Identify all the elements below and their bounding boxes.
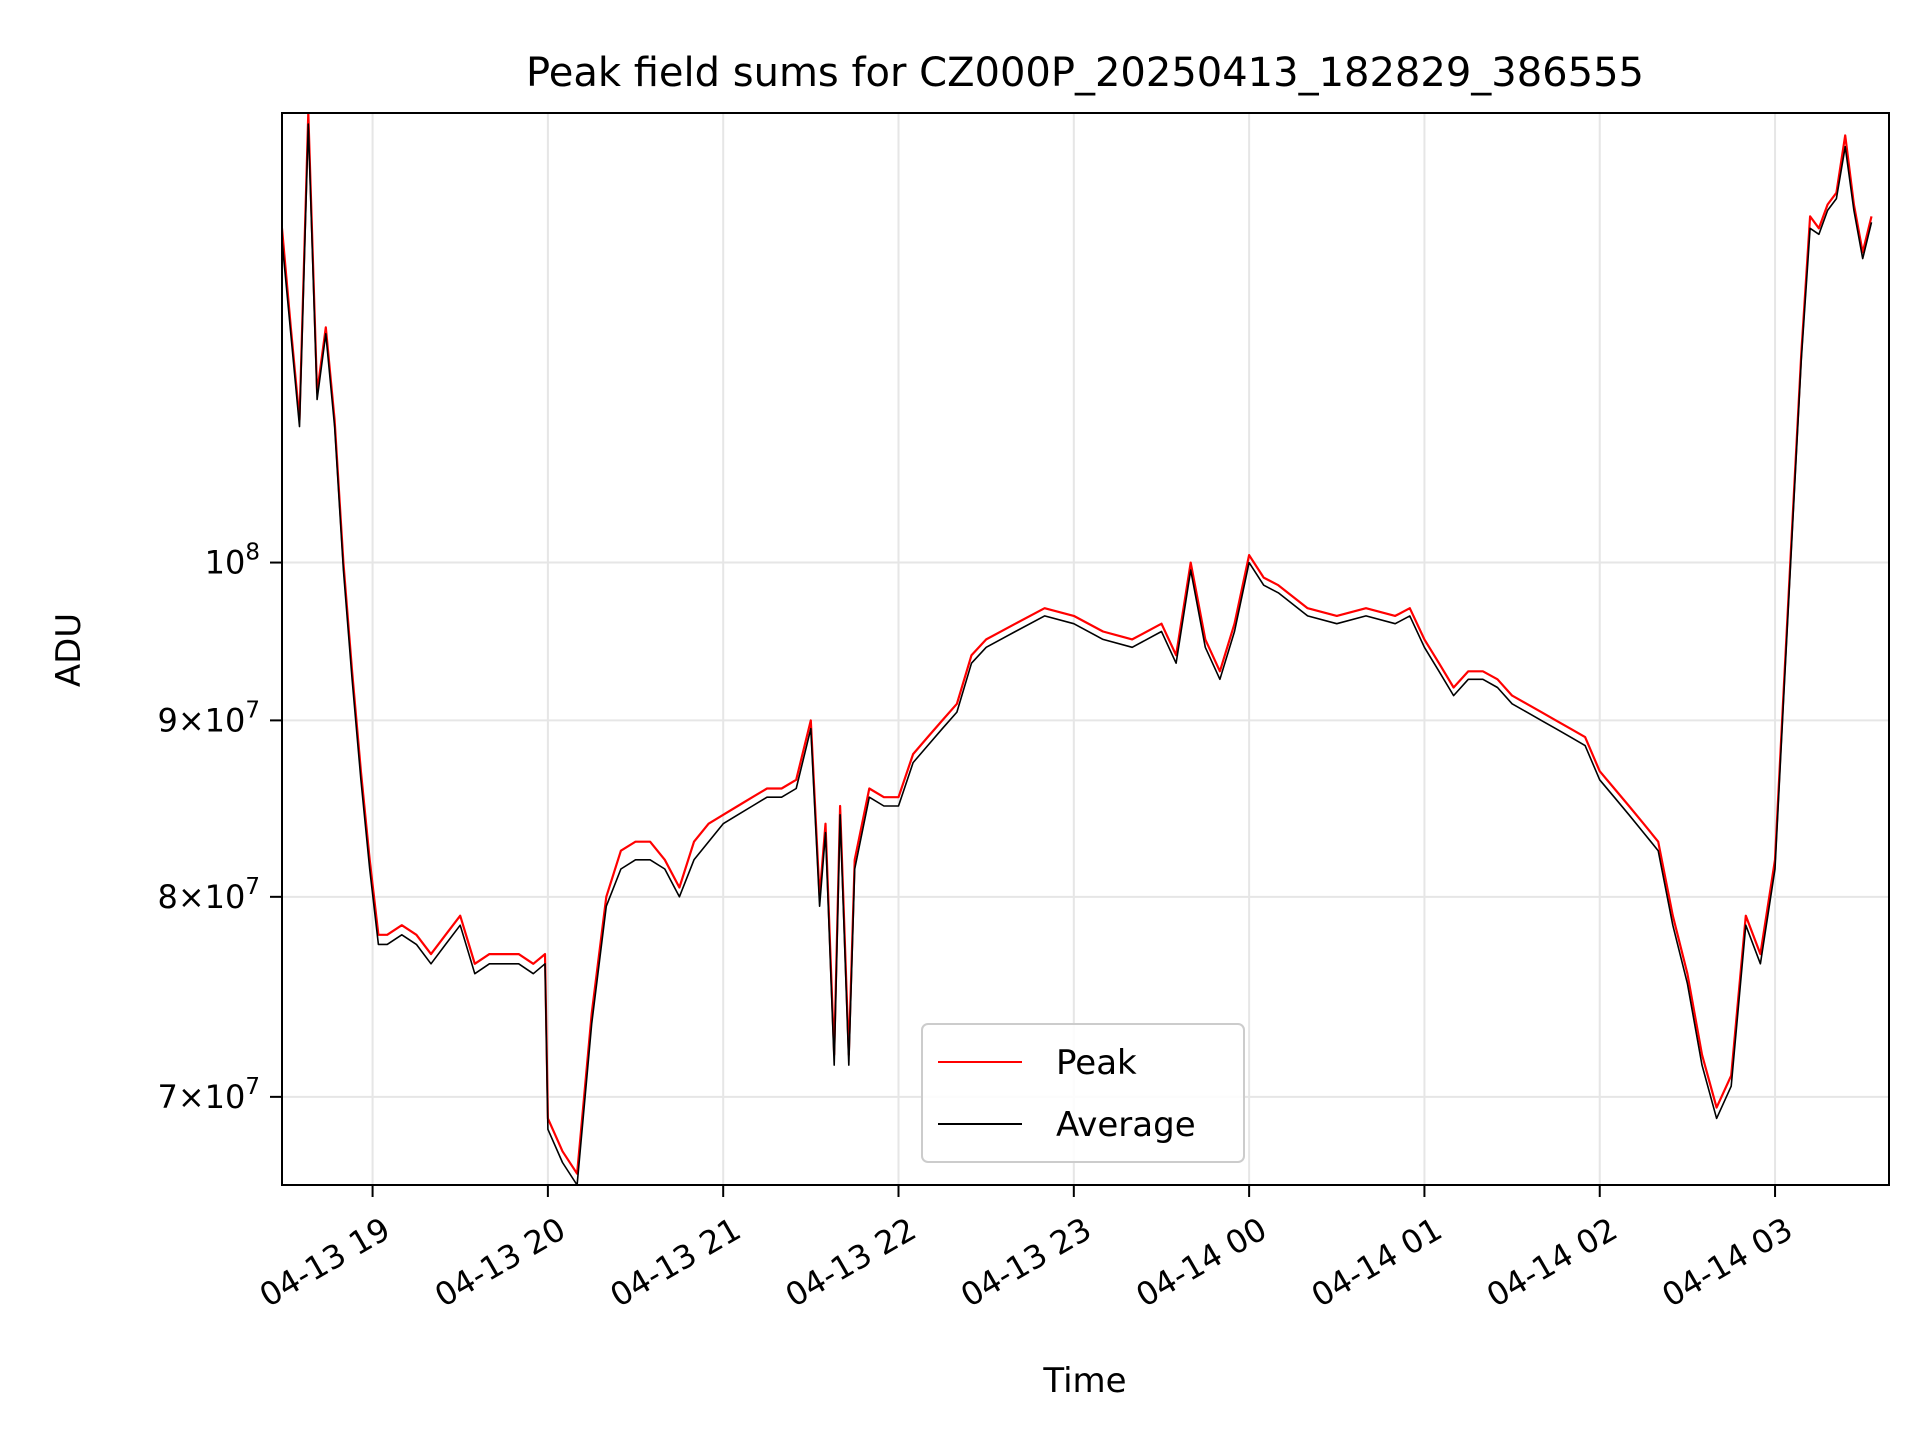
series-layer (282, 113, 1873, 1185)
y-tick-label: 9×107 (157, 697, 260, 739)
legend-label-average: Average (1056, 1105, 1196, 1145)
series-line-average (282, 123, 1873, 1185)
legend-box (921, 1023, 1245, 1163)
y-tick-label: 108 (205, 540, 260, 582)
series-line-peak (282, 113, 1873, 1175)
y-tick-label: 7×107 (157, 1074, 260, 1116)
plot-frame (281, 112, 1890, 1186)
legend: Peak Average (921, 1023, 1245, 1163)
y-axis-label: ADU (49, 613, 89, 687)
chart-title: Peak field sums for CZ000P_20250413_1828… (526, 50, 1644, 96)
y-tick-label: 8×107 (157, 874, 260, 916)
legend-label-peak: Peak (1056, 1043, 1137, 1083)
x-axis-label: Time (1042, 1361, 1126, 1401)
